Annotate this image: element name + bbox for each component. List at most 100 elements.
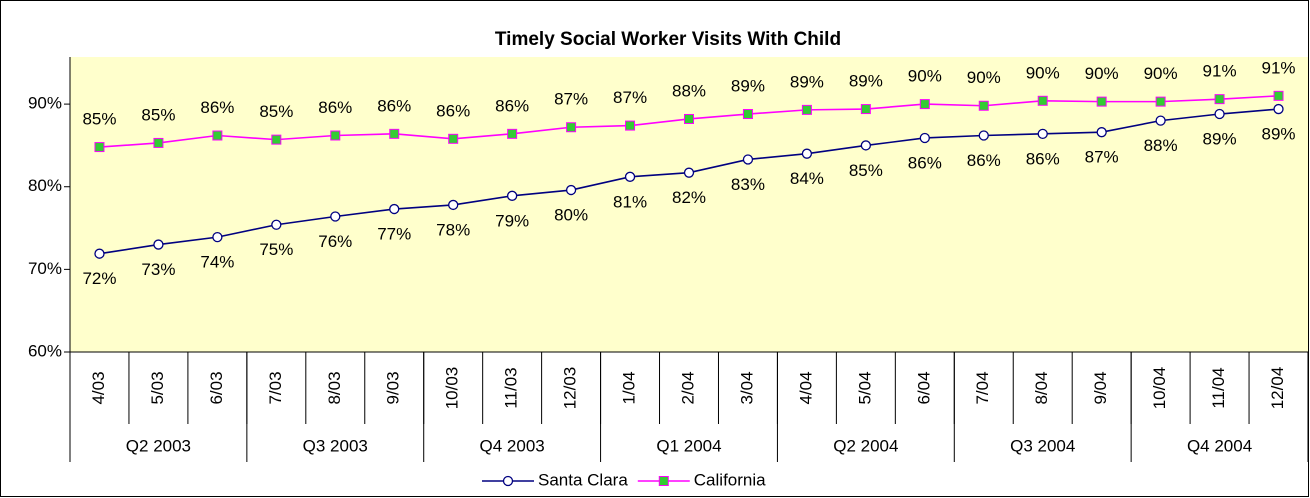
data-label: 78% [436,220,470,239]
data-label: 75% [259,240,293,259]
data-label: 88% [1144,136,1178,155]
point [1214,108,1225,120]
data-label: 85% [259,102,293,121]
x-tick-label: 7/03 [266,371,285,404]
point [742,154,754,165]
point [565,184,577,196]
point [1096,127,1107,138]
data-label: 87% [1085,148,1119,167]
point [94,248,105,259]
group-label: Q1 2004 [656,436,721,455]
data-label: 87% [554,90,588,109]
data-label: 73% [141,260,175,279]
point [389,128,400,139]
data-label: 83% [731,175,765,194]
point [1037,95,1048,106]
point [742,109,753,120]
data-label: 80% [554,206,588,225]
data-label: 86% [908,153,942,172]
data-label: 72% [82,269,116,288]
x-tick-label: 9/04 [1091,371,1110,404]
y-tick-label: 90% [28,94,62,113]
point [271,219,282,230]
point [448,199,459,211]
group-label: Q4 2004 [1187,436,1252,455]
legend-marker [658,476,669,486]
data-label: 89% [790,72,824,91]
data-label: 89% [1203,130,1237,149]
point [801,148,813,159]
data-label: 81% [613,192,647,211]
x-tick-label: 4/03 [89,371,108,404]
x-tick-label: 9/03 [384,371,403,404]
data-label: 86% [1026,149,1060,168]
data-label: 79% [495,211,529,230]
point [625,120,636,131]
point [1155,115,1166,126]
legend-label: California [694,470,766,489]
point [212,130,223,141]
point [212,231,223,243]
data-label: 84% [790,169,824,188]
data-label: 90% [1144,64,1178,83]
point [1214,94,1225,105]
point [1096,96,1107,107]
legend-marker [502,475,514,487]
data-label: 86% [967,151,1001,170]
data-label: 85% [141,105,175,124]
x-tick-label: 7/04 [973,371,992,404]
point [1273,103,1284,115]
x-tick-label: 5/03 [148,371,167,404]
x-tick-label: 11/03 [502,367,521,408]
x-tick-label: 1/04 [620,371,639,404]
point [389,203,400,215]
point [860,140,872,151]
point [271,134,282,145]
point [684,113,694,124]
point [1273,90,1284,101]
data-label: 74% [200,253,234,272]
x-tick-label: 8/04 [1032,371,1051,404]
chart-title: Timely Social Worker Visits With Child [495,29,841,50]
x-tick-label: 12/03 [561,367,580,410]
point [683,167,695,178]
x-tick-label: 6/03 [207,371,226,404]
point [153,137,164,148]
data-label: 91% [1203,62,1237,81]
point [978,100,989,111]
point [801,104,812,115]
data-label: 82% [672,188,706,207]
data-label: 89% [731,77,765,96]
point [153,239,164,250]
point [506,190,518,201]
data-label: 90% [1026,63,1060,82]
data-label: 87% [613,88,647,107]
point [1037,128,1048,139]
group-label: Q3 2003 [303,436,368,455]
point [94,142,105,153]
point [919,132,930,144]
point [330,211,341,222]
group-label: Q2 2004 [833,436,898,455]
data-label: 89% [1262,125,1296,144]
legend-label: Santa Clara [538,470,628,489]
x-tick-label: 6/04 [914,371,933,404]
x-tick-label: 8/03 [325,371,344,404]
x-tick-label: 4/04 [796,371,815,404]
data-label: 86% [377,96,411,115]
data-label: 85% [849,161,883,180]
x-tick-label: 10/03 [443,367,462,410]
x-tick-label: 10/04 [1150,367,1169,410]
data-label: 76% [318,232,352,251]
data-label: 88% [672,81,706,100]
point [860,104,871,115]
y-tick-label: 80% [28,176,62,195]
x-tick-label: 12/04 [1268,367,1287,410]
point [1155,96,1166,107]
data-label: 91% [1262,58,1296,77]
point [448,133,459,144]
point [624,171,636,182]
point [978,130,989,141]
group-label: Q3 2004 [1010,436,1075,455]
data-label: 90% [1085,64,1119,83]
